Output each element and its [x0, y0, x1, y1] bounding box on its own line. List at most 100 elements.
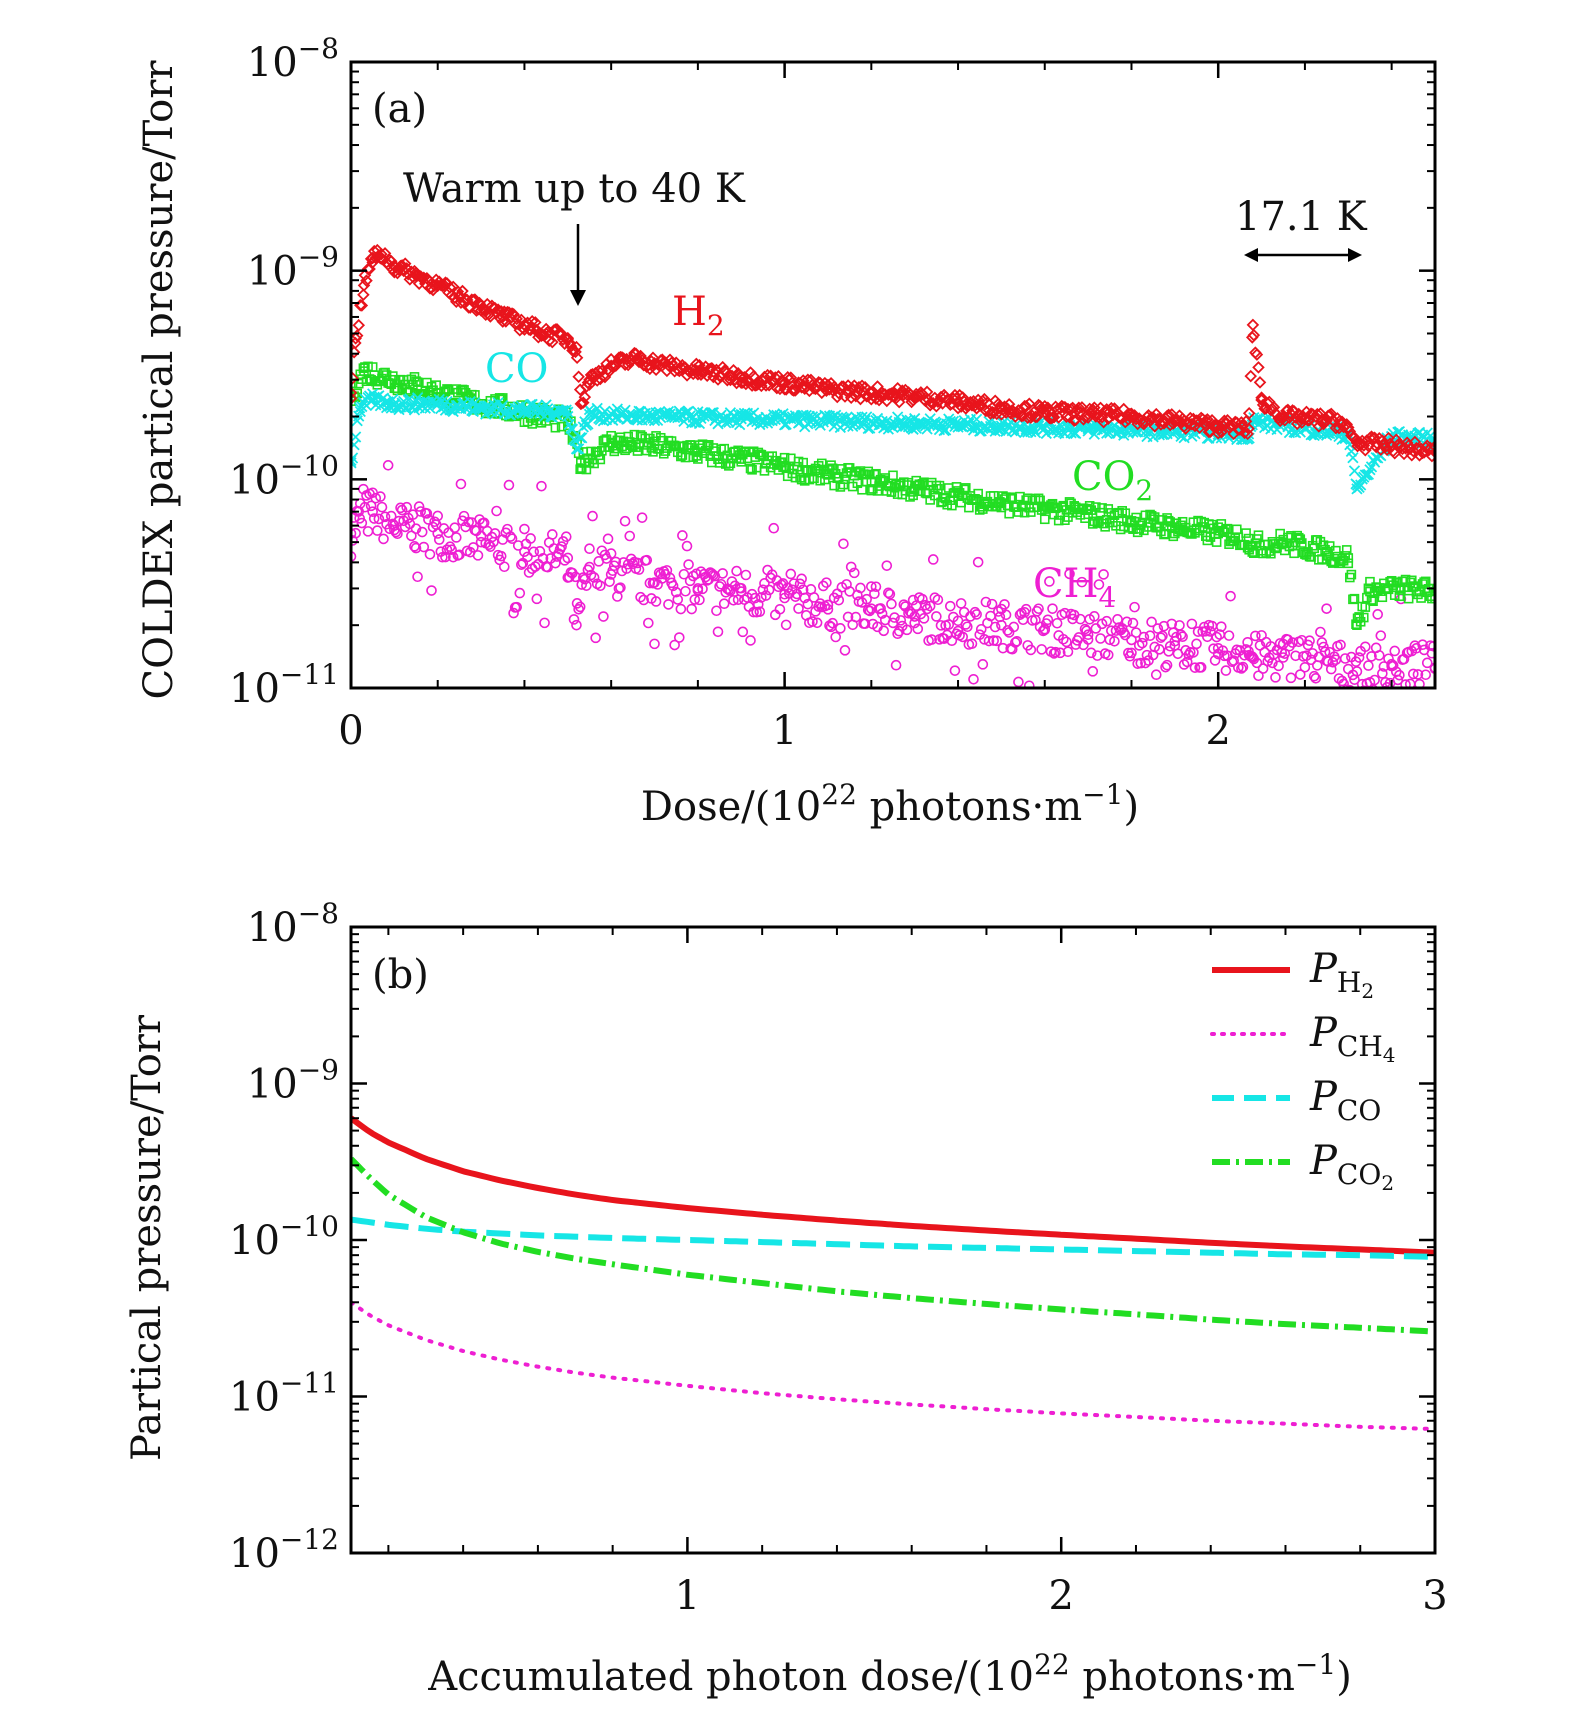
ch4-marker — [718, 598, 730, 610]
ch4-marker — [362, 526, 374, 537]
h2-marker — [1193, 421, 1206, 435]
ch4-marker — [1010, 637, 1021, 648]
co2-marker — [1005, 492, 1016, 503]
ch4-marker — [1389, 645, 1401, 657]
co2-marker — [827, 463, 838, 474]
h2-marker — [583, 378, 596, 391]
ch4-marker — [1240, 644, 1252, 655]
co2-marker — [1365, 576, 1375, 587]
h2-marker — [1162, 408, 1175, 422]
ch4-marker — [1051, 617, 1063, 629]
ch4-marker — [522, 551, 533, 563]
ch4-marker — [818, 580, 829, 592]
co2-marker — [719, 443, 730, 454]
ch4-marker — [472, 550, 484, 561]
ch4-marker — [960, 619, 972, 630]
h2-marker — [451, 285, 465, 298]
ch4-marker — [1344, 684, 1355, 688]
h2-marker — [1233, 423, 1247, 436]
co-marker — [573, 443, 585, 455]
ch4-marker — [1242, 636, 1253, 648]
ch4-marker — [427, 521, 439, 533]
ch4-marker — [1251, 657, 1263, 669]
h2-marker — [360, 274, 373, 287]
ch4-marker — [1239, 649, 1250, 661]
h2-marker — [1382, 431, 1395, 445]
h2-marker — [572, 370, 585, 384]
ch4-marker — [991, 635, 1003, 647]
ch4-marker — [1417, 639, 1428, 651]
ch4-marker — [1082, 634, 1094, 645]
ch4-marker — [889, 612, 900, 623]
co2-marker — [1117, 506, 1127, 516]
ch4-marker — [794, 578, 806, 590]
panel-a-ticks: 10−8 10−9 10−10 10−110 1 2 — [229, 32, 1435, 754]
ch4-marker — [1036, 644, 1047, 655]
ch4-marker — [582, 564, 594, 576]
h2-marker — [795, 381, 808, 394]
series-ch4 — [351, 460, 1435, 688]
h2-marker — [1298, 413, 1312, 426]
ch4-marker — [917, 593, 928, 605]
ch4-marker — [1429, 663, 1435, 675]
ch4-marker — [1058, 633, 1069, 645]
ch4-marker — [571, 619, 582, 631]
ch4-marker — [989, 621, 1001, 633]
h2-marker — [869, 392, 883, 405]
ch4-marker — [870, 581, 882, 593]
h2-marker — [594, 372, 607, 386]
ch4-marker — [1369, 674, 1380, 686]
ch4-marker — [451, 532, 462, 543]
h2-marker — [1018, 399, 1031, 413]
h2-marker — [1242, 406, 1256, 420]
h2-marker — [1428, 440, 1435, 453]
ch4-marker — [977, 659, 989, 670]
h2-marker — [1038, 399, 1052, 413]
h2-marker — [397, 264, 410, 278]
co2-marker — [1312, 535, 1323, 545]
ch4-marker — [1064, 568, 1075, 580]
ch4-marker — [536, 480, 547, 492]
co2-marker — [1430, 593, 1435, 604]
h2-marker — [855, 379, 869, 393]
co-marker — [509, 402, 521, 415]
co-marker — [599, 405, 611, 417]
x-tick-label: 2 — [1205, 708, 1230, 754]
h2-marker — [1359, 444, 1372, 457]
ch4-marker — [1129, 601, 1140, 613]
co-marker — [576, 432, 588, 444]
ch4-marker — [647, 577, 659, 589]
panel-a-x-axis-label: Dose/(1022 photons·m−1) — [641, 778, 1139, 830]
ch4-marker — [898, 599, 910, 610]
ch4-marker — [1237, 661, 1249, 673]
co2-marker — [1165, 517, 1175, 527]
co-marker — [1147, 431, 1159, 443]
ch4-marker — [1023, 680, 1035, 688]
ch4-marker — [491, 505, 502, 517]
ch4-marker — [413, 501, 425, 512]
ch4-marker — [1316, 637, 1328, 648]
h2-marker — [769, 371, 782, 384]
ch4-marker — [390, 526, 402, 538]
h2-marker — [1019, 399, 1033, 413]
ch4-marker — [1020, 603, 1032, 615]
ch4-marker — [968, 673, 979, 685]
co2-marker — [1346, 569, 1357, 580]
ch4-marker — [876, 608, 888, 619]
ch4-marker — [418, 541, 430, 553]
ch4-marker — [432, 510, 444, 522]
h2-marker — [1253, 376, 1267, 389]
ch4-marker — [1054, 647, 1066, 659]
x-tick-label: 3 — [1422, 1573, 1447, 1619]
panel-b-y-axis-label: Partical pressure/Torr — [124, 1014, 170, 1461]
co2-marker — [840, 474, 850, 485]
co2-marker — [1406, 575, 1417, 586]
ch4-marker — [835, 623, 846, 634]
h2-marker — [542, 334, 556, 347]
ch4-marker — [585, 569, 597, 581]
h2-marker — [1184, 411, 1197, 425]
ch4-marker — [1299, 661, 1311, 673]
ch4-marker — [401, 501, 413, 513]
h2-marker — [351, 372, 359, 385]
line-p-co2 — [351, 1156, 1435, 1335]
